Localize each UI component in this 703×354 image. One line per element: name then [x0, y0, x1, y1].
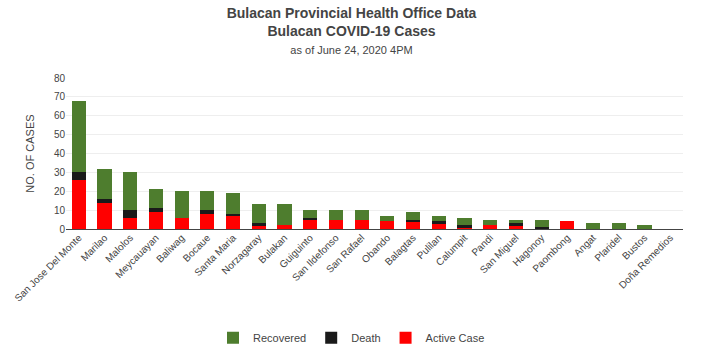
svg-text:Norzagaray: Norzagaray: [219, 232, 263, 276]
svg-text:20: 20: [54, 186, 66, 197]
svg-text:70: 70: [54, 91, 66, 102]
svg-text:0: 0: [59, 224, 65, 235]
svg-text:Angat: Angat: [572, 232, 598, 258]
svg-text:30: 30: [54, 167, 66, 178]
svg-text:50: 50: [54, 129, 66, 140]
svg-text:40: 40: [54, 148, 66, 159]
svg-text:San Rafael: San Rafael: [324, 232, 367, 275]
svg-text:Pulilan: Pulilan: [415, 232, 444, 261]
svg-text:Hagonoy: Hagonoy: [510, 232, 546, 268]
svg-text:10: 10: [54, 205, 66, 216]
svg-text:Death: Death: [351, 332, 380, 344]
svg-text:Active Case: Active Case: [426, 332, 485, 344]
svg-text:Marilao: Marilao: [79, 232, 110, 263]
svg-text:80: 80: [54, 73, 66, 84]
svg-text:Bulakan: Bulakan: [256, 232, 289, 265]
svg-text:Doña Remedios: Doña Remedios: [617, 232, 675, 290]
svg-text:San Jose Del Monte: San Jose Del Monte: [12, 232, 84, 304]
svg-text:60: 60: [54, 110, 66, 121]
svg-text:Baliwag: Baliwag: [154, 232, 187, 265]
svg-text:Malolos: Malolos: [103, 232, 135, 264]
svg-text:Plaridel: Plaridel: [592, 232, 623, 263]
svg-text:Bocaue: Bocaue: [181, 232, 213, 264]
svg-text:NO. OF CASES: NO. OF CASES: [24, 114, 36, 192]
svg-text:Guiguinto: Guiguinto: [277, 232, 315, 270]
svg-text:Recovered: Recovered: [253, 332, 306, 344]
svg-text:San Miguel: San Miguel: [478, 232, 521, 275]
svg-text:Santa Maria: Santa Maria: [192, 232, 238, 278]
svg-text:Obando: Obando: [359, 232, 392, 265]
svg-text:Balagtas: Balagtas: [383, 232, 418, 267]
svg-text:Bulacan Provincial Health Offi: Bulacan Provincial Health Office DataBul…: [227, 5, 477, 56]
svg-text:Paombong: Paombong: [530, 232, 572, 274]
svg-text:Bustos: Bustos: [620, 232, 649, 261]
svg-text:San Ildefonso: San Ildefonso: [290, 232, 341, 283]
svg-text:Pandi: Pandi: [469, 232, 495, 258]
svg-text:Meycauayan: Meycauayan: [113, 232, 161, 280]
svg-text:Calumpit: Calumpit: [434, 232, 470, 268]
